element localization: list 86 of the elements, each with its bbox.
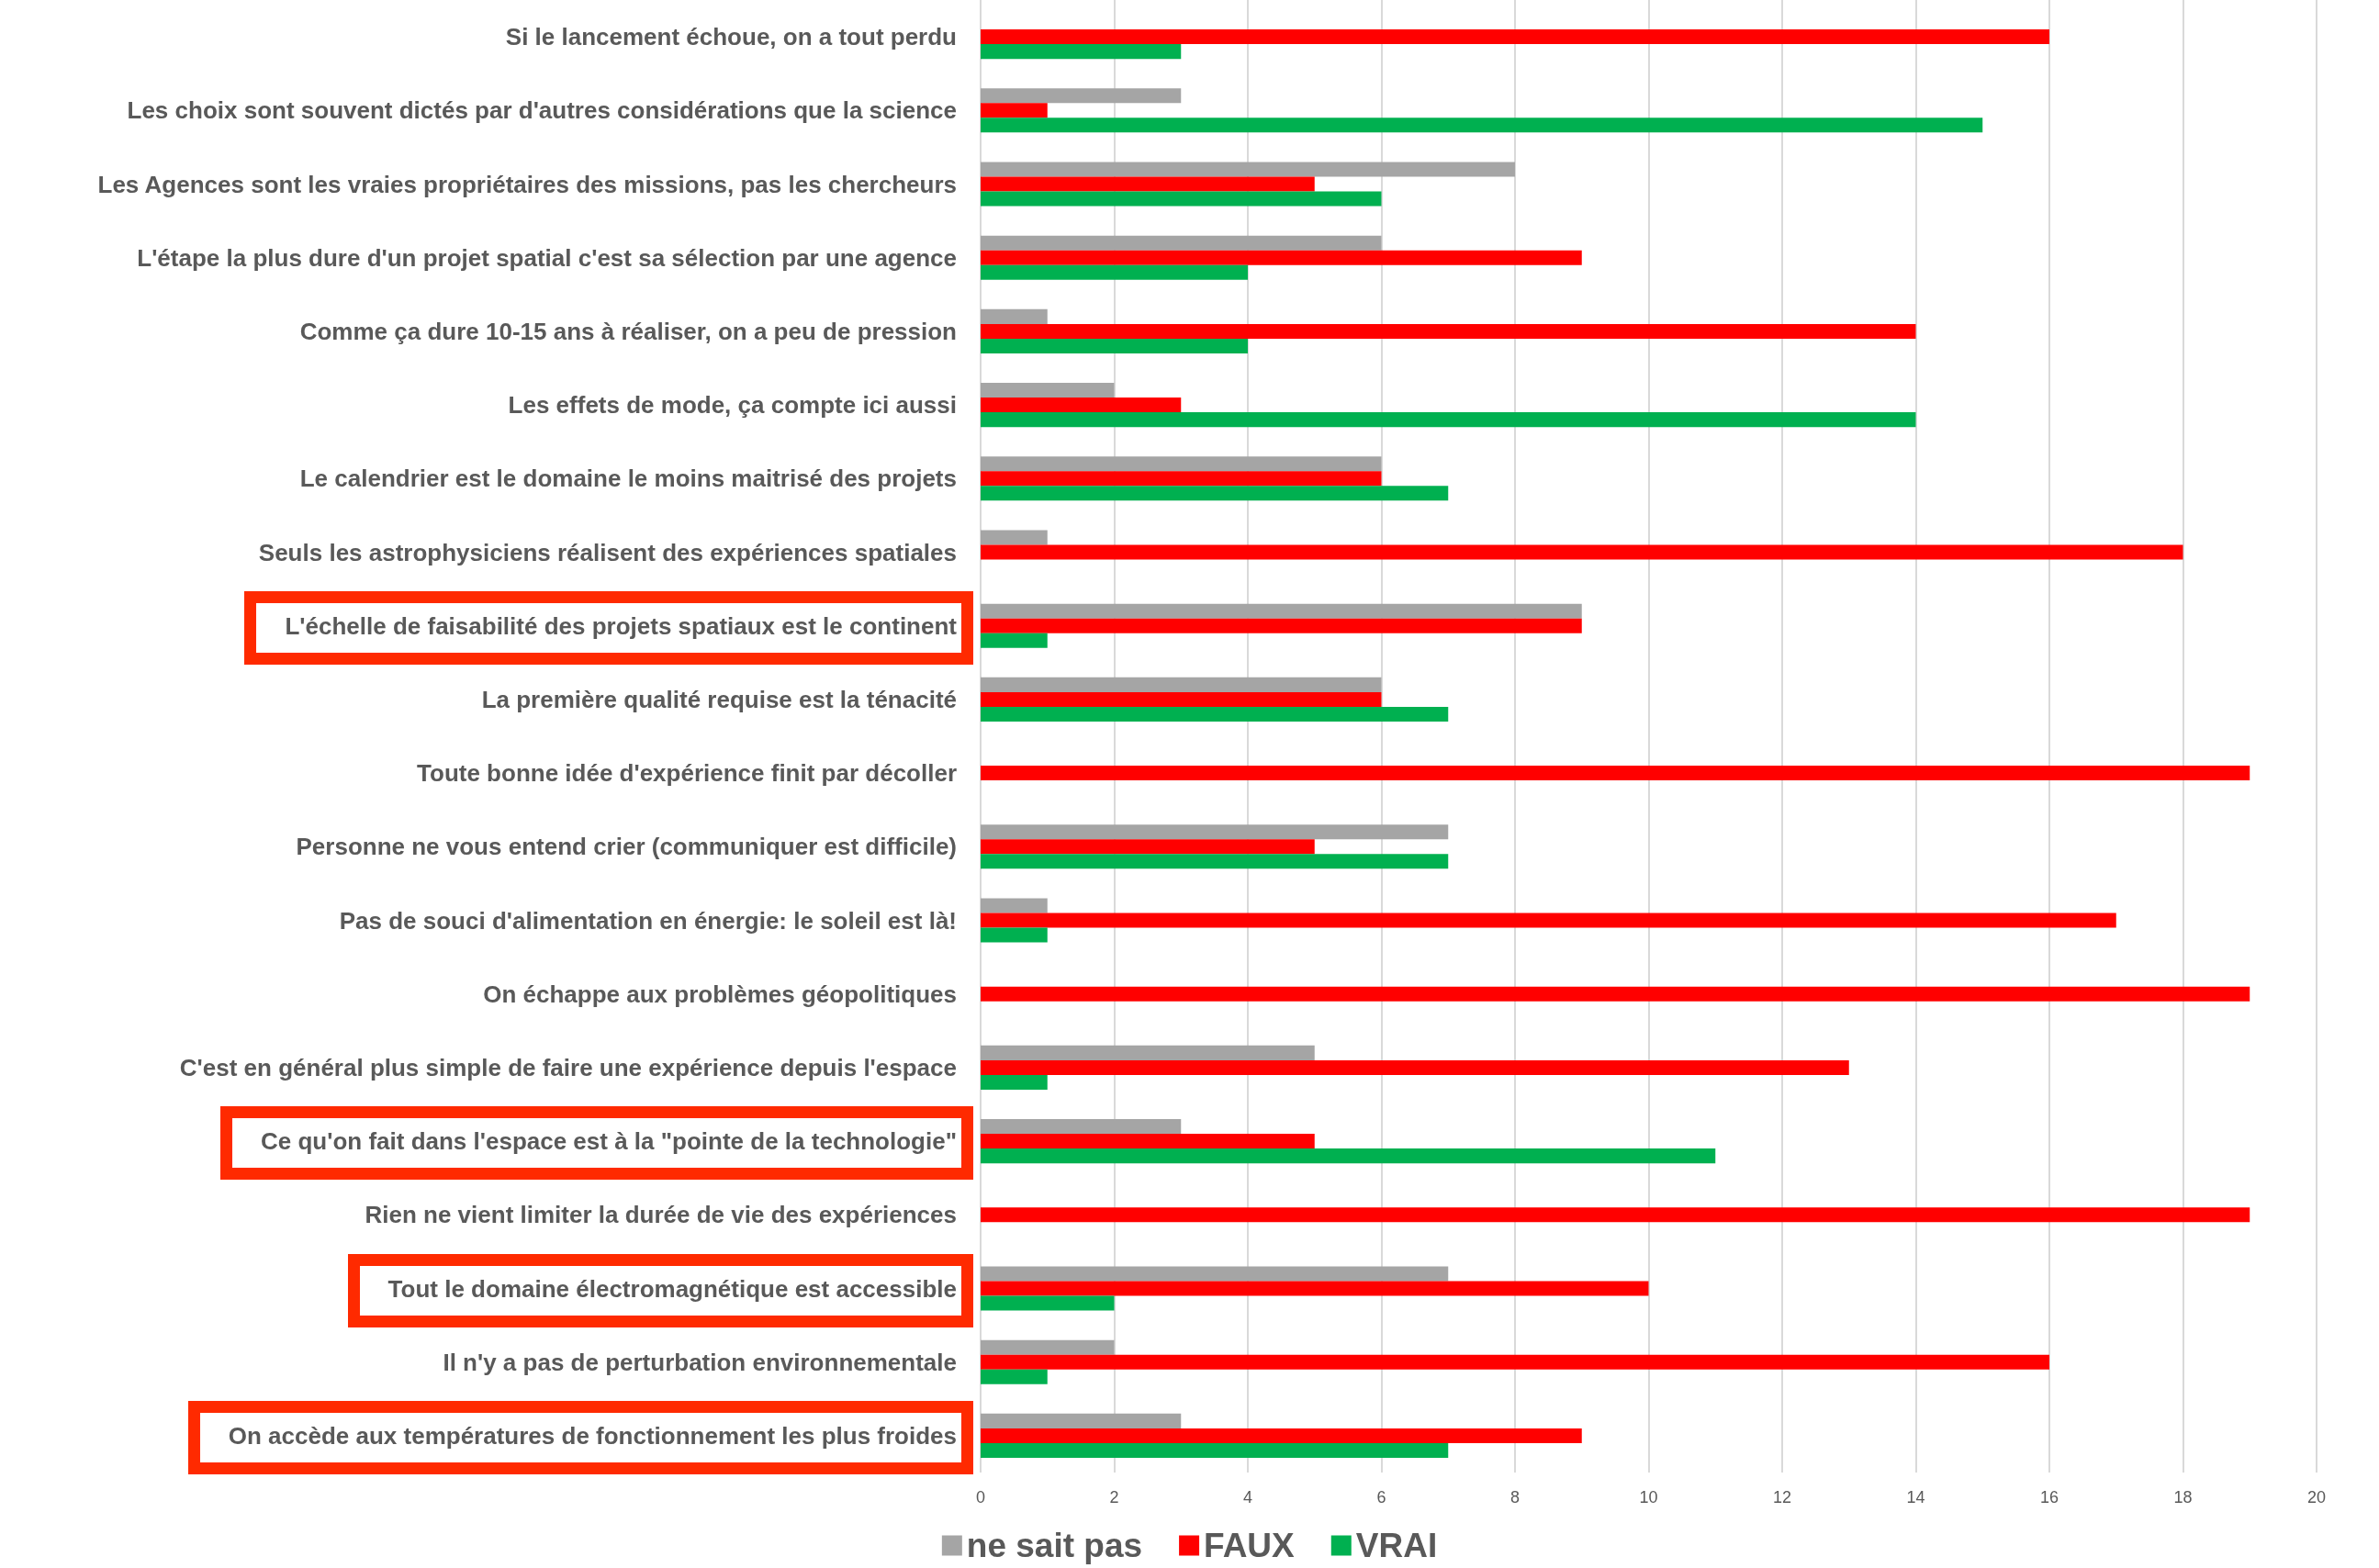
- y-tick-label: La première qualité requise est la ténacité: [481, 685, 957, 713]
- x-tick-label: 10: [1639, 1488, 1658, 1506]
- bar: [981, 1148, 1716, 1164]
- bar: [981, 618, 1582, 633]
- bar: [981, 398, 1182, 413]
- y-tick-label: Toute bonne idée d'expérience finit par décoller: [417, 759, 957, 788]
- bar: [981, 898, 1048, 913]
- bar: [981, 176, 1315, 192]
- bar: [981, 1428, 1582, 1443]
- x-tick-label: 12: [1772, 1488, 1792, 1506]
- bar: [981, 1354, 2049, 1370]
- bar: [981, 1295, 1115, 1311]
- bar: [981, 323, 1916, 339]
- bar: [981, 824, 1449, 840]
- x-tick-label: 2: [1109, 1488, 1119, 1506]
- bar: [981, 927, 1048, 943]
- bar: [981, 913, 2116, 928]
- bar: [981, 264, 1248, 280]
- bar: [981, 308, 1048, 324]
- bar: [981, 338, 1248, 353]
- bar: [981, 1266, 1449, 1282]
- bar: [981, 706, 1449, 722]
- x-tick-label: 4: [1242, 1488, 1253, 1506]
- bar: [981, 29, 2049, 45]
- legend-label: ne sait pas: [966, 1527, 1143, 1564]
- bar: [981, 1207, 2250, 1223]
- y-tick-label: Comme ça dure 10-15 ans à réaliser, on a peu de pression: [299, 317, 957, 345]
- y-tick-label: Les Agences sont les vraies propriétaires des missions, pas les chercheurs: [97, 170, 957, 198]
- x-tick-label: 20: [2306, 1488, 2327, 1506]
- bar: [981, 118, 1983, 133]
- legend-label: FAUX: [1204, 1527, 1296, 1564]
- x-tick-label: 18: [2173, 1488, 2193, 1506]
- y-tick-label: Ce qu'on fait dans l'espace est à la "pointe de la technologie": [261, 1127, 957, 1156]
- bar: [981, 1074, 1048, 1090]
- x-tick-label: 0: [975, 1488, 986, 1506]
- bar: [981, 854, 1449, 869]
- y-tick-label: On accède aux températures de fonctionnement les plus froides: [228, 1421, 957, 1450]
- bar: [981, 191, 1382, 207]
- y-tick-label: On échappe aux problèmes géopolitiques: [483, 980, 957, 1008]
- bar: [981, 486, 1449, 501]
- bar: [981, 412, 1916, 428]
- bar: [981, 1119, 1182, 1135]
- y-tick-label: C'est en général plus simple de faire une expérience depuis l'espace: [179, 1053, 957, 1081]
- bar: [981, 44, 1182, 60]
- bar: [981, 250, 1582, 265]
- bar: [981, 1442, 1449, 1458]
- bar: [981, 103, 1048, 118]
- y-tick-label: Personne ne vous entend crier (communiquer est difficile): [296, 833, 957, 861]
- y-tick-label: Tout le domaine électromagnétique est accessible: [387, 1274, 957, 1303]
- y-tick-label: Les choix sont souvent dictés par d'autres considérations que la science: [127, 96, 957, 125]
- bar: [981, 1059, 1849, 1075]
- bar: [981, 1413, 1182, 1428]
- bar: [981, 162, 1515, 177]
- bar: [981, 456, 1382, 472]
- y-tick-label: Les effets de mode, ça compte ici aussi: [508, 391, 957, 420]
- bar: [981, 383, 1115, 398]
- y-tick-label: L'échelle de faisabilité des projets spatiaux est le continent: [285, 611, 958, 640]
- bar: [981, 1339, 1115, 1355]
- y-tick-label: Seuls les astrophysiciens réalisent des expériences spatiales: [258, 538, 957, 566]
- bar: [981, 544, 2183, 560]
- bar: [981, 235, 1382, 251]
- y-tick-label: Pas de souci d'alimentation en énergie: le soleil est là!: [339, 906, 957, 935]
- y-tick-label: Il n'y a pas de perturbation environnementale: [443, 1348, 957, 1376]
- legend-label: VRAI: [1355, 1527, 1438, 1564]
- y-tick-label: Rien ne vient limiter la durée de vie des expériences: [365, 1201, 957, 1229]
- bar: [981, 677, 1382, 692]
- x-tick-label: 8: [1509, 1488, 1521, 1506]
- x-tick-label: 14: [1906, 1488, 1925, 1506]
- bar: [981, 986, 2250, 1002]
- bar: [981, 471, 1382, 487]
- bar: [981, 1045, 1315, 1060]
- bar: [981, 1281, 1649, 1296]
- y-tick-label: L'étape la plus dure d'un projet spatial c'est sa sélection par une agence: [137, 243, 957, 272]
- bar: [981, 88, 1182, 104]
- x-tick-label: 6: [1376, 1488, 1386, 1506]
- bar: [981, 633, 1048, 648]
- y-tick-label: Si le lancement échoue, on a tout perdu: [505, 23, 957, 51]
- bar: [981, 691, 1382, 707]
- bar: [981, 839, 1315, 855]
- y-tick-label: Le calendrier est le domaine le moins maitrisé des projets: [299, 465, 957, 493]
- bar: [981, 766, 2250, 781]
- bar: [981, 1134, 1315, 1149]
- x-tick-label: 16: [2039, 1488, 2059, 1506]
- bar: [981, 1369, 1048, 1384]
- bar: [981, 603, 1582, 619]
- bar: [981, 530, 1048, 545]
